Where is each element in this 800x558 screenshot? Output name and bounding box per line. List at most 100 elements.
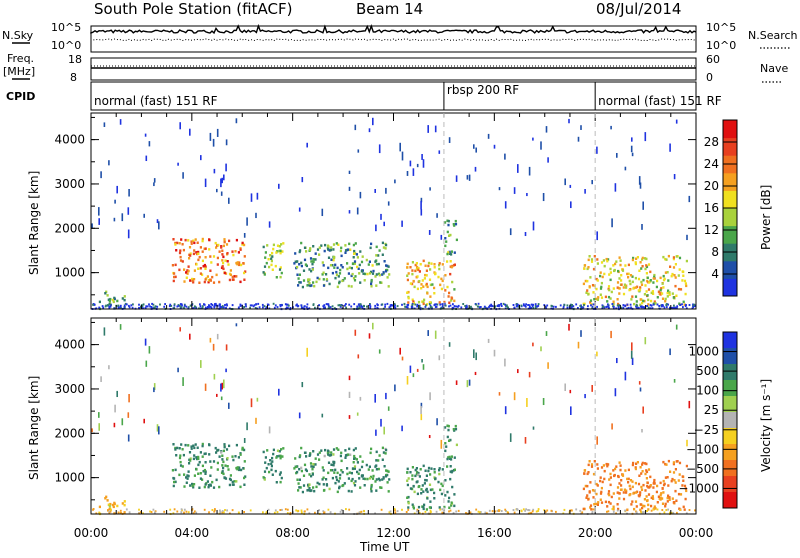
power-cell xyxy=(644,284,647,287)
velocity-cell xyxy=(379,486,382,489)
power-cell xyxy=(350,274,353,278)
velocity-cell xyxy=(98,511,101,514)
power-cell xyxy=(692,306,695,309)
velocity-cell xyxy=(632,492,635,495)
power-cell xyxy=(616,304,619,307)
velocity-cell xyxy=(627,468,630,472)
power-cell xyxy=(678,302,681,305)
power-cell xyxy=(207,306,209,308)
velocity-cell xyxy=(228,444,231,448)
velocity-cell xyxy=(381,458,384,461)
velocity-cell xyxy=(333,471,336,474)
power-cell xyxy=(595,287,598,291)
velocity-colorbar-swatch xyxy=(723,476,737,493)
power-cell xyxy=(666,291,669,295)
power-cell xyxy=(318,246,321,249)
power-cell xyxy=(375,263,378,266)
power-cell xyxy=(634,262,637,266)
velocity-cell xyxy=(608,493,611,497)
velocity-cell xyxy=(310,489,313,492)
power-cell xyxy=(370,278,373,282)
freq-left-label-1: Freq. xyxy=(7,52,34,65)
velocity-cell xyxy=(612,505,615,508)
velocity-cell xyxy=(411,466,414,469)
velocity-cell xyxy=(377,459,380,462)
power-cell xyxy=(664,297,667,301)
velocity-cell xyxy=(330,463,333,466)
power-cell xyxy=(178,268,181,272)
power-cell xyxy=(193,269,196,272)
velocity-cell xyxy=(448,510,450,513)
power-cell xyxy=(339,249,342,253)
power-cell xyxy=(131,306,134,309)
velocity-cell xyxy=(363,510,365,513)
power-cell xyxy=(203,263,206,267)
velocity-cell xyxy=(339,473,342,477)
velocity-cell xyxy=(193,474,196,477)
power-cell xyxy=(444,304,447,307)
power-cell xyxy=(433,286,436,290)
velocity-cell xyxy=(684,497,687,501)
power-cell xyxy=(412,168,415,176)
power-cell xyxy=(264,256,267,259)
power-cell xyxy=(264,251,267,254)
power-cell xyxy=(336,285,339,289)
power-cell xyxy=(343,277,346,280)
power-cell xyxy=(616,153,618,158)
power-cell xyxy=(254,307,257,309)
velocity-cell xyxy=(629,487,632,491)
velocity-cell xyxy=(108,512,111,515)
power-cell xyxy=(368,304,371,306)
velocity-cell xyxy=(228,483,231,487)
velocity-cell xyxy=(674,481,677,484)
power-cell xyxy=(422,285,425,288)
power-cell xyxy=(647,263,651,266)
power-cell xyxy=(413,285,416,289)
velocity-cell xyxy=(241,448,244,451)
velocity-cell xyxy=(322,476,325,479)
power-cell xyxy=(609,267,612,271)
velocity-cell xyxy=(375,468,378,471)
velocity-cell xyxy=(185,510,188,513)
velocity-cell xyxy=(424,510,427,513)
power-cell xyxy=(220,266,224,269)
power-cell xyxy=(236,261,239,264)
power-cell xyxy=(201,305,204,308)
power-cell xyxy=(299,281,302,284)
velocity-cell xyxy=(401,356,404,361)
power-cell xyxy=(632,287,635,290)
velocity-cell xyxy=(526,398,528,407)
velocity-cell xyxy=(450,458,453,461)
power-cell xyxy=(197,252,200,255)
power-cell xyxy=(209,269,212,272)
power-cell xyxy=(214,302,217,305)
power-cell xyxy=(524,305,527,308)
power-cell xyxy=(203,280,206,284)
velocity-cell xyxy=(644,472,647,476)
velocity-cell xyxy=(208,453,211,456)
power-cell xyxy=(349,248,352,251)
power-cell xyxy=(449,233,452,237)
power-cell xyxy=(107,304,110,307)
power-cell xyxy=(233,275,236,278)
velocity-cell xyxy=(621,474,625,477)
velocity-cell xyxy=(429,473,432,476)
velocity-cell xyxy=(375,489,378,492)
power-cell xyxy=(318,304,320,307)
velocity-cell xyxy=(241,446,244,450)
power-cell xyxy=(219,303,221,306)
velocity-cell xyxy=(614,467,617,471)
velocity-cell xyxy=(381,478,384,481)
freq-left-tick-top: 18 xyxy=(68,53,82,66)
power-cell xyxy=(320,244,323,247)
power-cell xyxy=(339,305,342,308)
velocity-cell xyxy=(664,502,667,506)
velocity-cell xyxy=(219,509,221,512)
power-cell xyxy=(225,306,227,309)
velocity-cell xyxy=(189,457,192,460)
velocity-cell xyxy=(275,481,278,484)
velocity-cell xyxy=(329,453,333,457)
power-cell xyxy=(656,303,659,306)
velocity-cell xyxy=(300,466,303,470)
velocity-cell xyxy=(359,455,362,458)
